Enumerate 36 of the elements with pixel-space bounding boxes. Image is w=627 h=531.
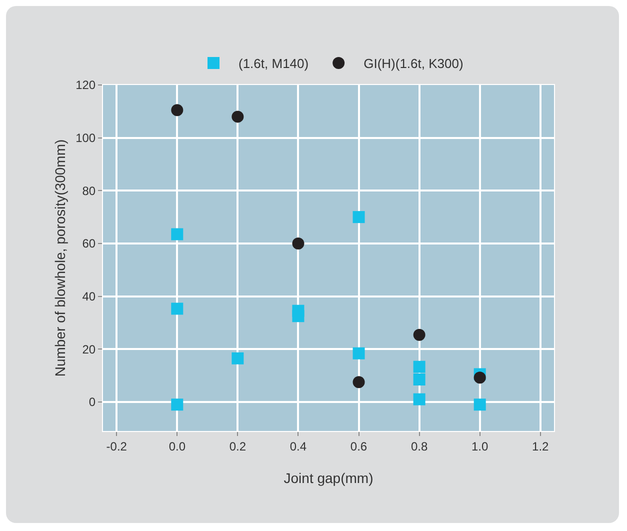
x-tick-label: 0.4 (290, 439, 307, 454)
point (352, 211, 365, 224)
point (413, 328, 426, 341)
x-tick-label: 1.2 (532, 439, 550, 454)
point (474, 398, 486, 411)
x-axis-title: Joint gap(mm) (284, 470, 374, 486)
y-tick-label: 80 (82, 184, 96, 198)
point (292, 237, 304, 250)
point (413, 360, 426, 373)
x-tick-label: 0.8 (410, 439, 428, 454)
y-tick-label: 20 (82, 342, 96, 356)
point (232, 110, 244, 123)
y-tick-label: 120 (76, 78, 96, 92)
y-tick-label: 100 (76, 131, 96, 146)
x-tick-label: 0.2 (229, 439, 246, 454)
y-tick-label: 40 (82, 290, 96, 304)
x-tick-label: -0.2 (106, 439, 128, 454)
point (171, 302, 184, 315)
point (474, 372, 486, 384)
x-tick-label: 0.0 (168, 439, 186, 454)
y-tick-label: 60 (82, 236, 96, 251)
x-tick-label: 1.0 (471, 439, 489, 454)
x-tick-label: 0.6 (350, 439, 368, 454)
point (352, 376, 365, 388)
point (413, 374, 426, 386)
y-tick-label: 0 (88, 395, 96, 410)
point (171, 398, 184, 411)
legend-label: GI(H)(1.6t, K300) (364, 56, 464, 72)
point (352, 347, 365, 360)
point (232, 352, 244, 364)
point (292, 310, 304, 322)
point (171, 228, 184, 240)
y-axis-title: Number of blowhole, porosity(300mm) (52, 139, 68, 377)
point (171, 104, 184, 116)
legend-label: (1.6t, M140) (238, 56, 309, 72)
point (413, 393, 426, 406)
